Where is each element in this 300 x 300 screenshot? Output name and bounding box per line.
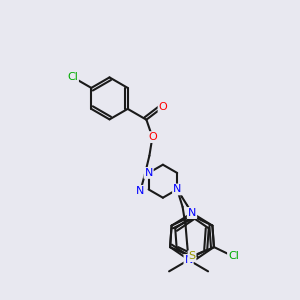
Text: N: N xyxy=(188,208,196,218)
Text: O: O xyxy=(158,102,167,112)
Text: Cl: Cl xyxy=(228,251,239,262)
Text: S: S xyxy=(188,251,196,261)
Text: O: O xyxy=(148,132,157,142)
Text: Cl: Cl xyxy=(67,72,78,82)
Text: N: N xyxy=(184,255,193,265)
Text: N: N xyxy=(188,208,196,218)
Text: N: N xyxy=(144,168,153,178)
Text: N: N xyxy=(173,184,182,194)
Text: N: N xyxy=(136,186,145,196)
